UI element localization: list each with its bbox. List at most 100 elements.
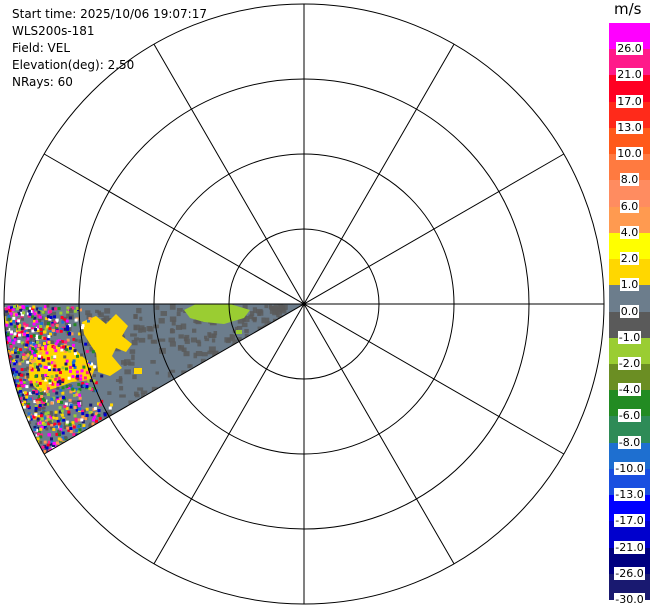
noise-cell (41, 421, 45, 425)
noise-cell (97, 413, 101, 417)
noise-cell (34, 349, 38, 353)
noise-cell (4, 307, 8, 311)
speckle (132, 374, 137, 380)
noise-cell (11, 371, 15, 375)
speckle (134, 393, 140, 398)
speckle (148, 326, 154, 332)
noise-cell (76, 306, 80, 310)
noise-cell (88, 361, 92, 365)
noise-cell (26, 417, 30, 421)
noise-cell (37, 356, 41, 360)
noise-cell (22, 306, 26, 310)
noise-cell (29, 380, 33, 384)
noise-cell (20, 384, 24, 388)
noise-cell (89, 362, 93, 366)
speckle (249, 311, 255, 317)
noise-cell (57, 344, 61, 348)
noise-cell (76, 377, 80, 381)
noise-cell (38, 401, 42, 405)
noise-cell (12, 389, 16, 393)
noise-cell (9, 319, 13, 323)
green-patch (184, 304, 250, 324)
noise-cell (41, 374, 45, 378)
colorbar-label: -13.0 (614, 488, 645, 502)
speckle (251, 316, 257, 321)
noise-cell (25, 323, 29, 327)
noise-cell (36, 307, 40, 311)
noise-cell (60, 327, 64, 331)
noise-cell (61, 320, 65, 324)
noise-cell (97, 408, 101, 412)
noise-cell (68, 331, 72, 335)
speckle (119, 386, 124, 391)
noise-cell (74, 338, 78, 342)
noise-cell (19, 358, 23, 362)
noise-cell (30, 360, 34, 364)
noise-cell (45, 317, 49, 321)
noise-cell (48, 332, 52, 336)
noise-cell (35, 326, 39, 330)
speckle (169, 316, 177, 322)
noise-cell (30, 367, 34, 371)
noise-cell (23, 397, 27, 401)
noise-cell (17, 340, 21, 344)
noise-cell (43, 307, 47, 311)
noise-cell (28, 366, 32, 370)
speckle (128, 361, 135, 366)
noise-cell (21, 415, 25, 419)
speckle (92, 367, 98, 371)
noise-cell (35, 320, 39, 324)
colorbar-label: -1.0 (617, 330, 642, 344)
noise-cell (28, 421, 32, 425)
noise-cell (42, 392, 46, 396)
start-time-label: Start time: 2025/10/06 19:07:17 (12, 7, 207, 21)
noise-cell (72, 359, 76, 363)
speckle (150, 359, 156, 364)
noise-cell (45, 351, 49, 355)
speckle (181, 347, 187, 352)
noise-cell (39, 435, 43, 439)
ppi-plot (3, 3, 605, 605)
speckle (141, 392, 146, 398)
noise-cell (41, 376, 45, 380)
noise-cell (39, 351, 43, 355)
speckle (212, 351, 219, 356)
noise-cell (38, 354, 42, 358)
noise-cell (22, 343, 26, 347)
noise-cell (73, 323, 77, 327)
noise-cell (41, 445, 45, 449)
noise-cell (41, 336, 45, 340)
noise-cell (86, 319, 90, 323)
noise-cell (54, 307, 58, 311)
noise-cell (20, 403, 24, 407)
noise-cell (69, 308, 73, 312)
noise-cell (65, 384, 69, 388)
noise-cell (29, 432, 33, 436)
speckle (169, 341, 176, 347)
noise-cell (27, 309, 31, 313)
noise-cell (47, 340, 51, 344)
noise-cell (31, 329, 35, 333)
noise-cell (16, 375, 20, 379)
noise-cell (14, 383, 18, 387)
noise-cell (43, 425, 47, 429)
noise-cell (88, 367, 92, 371)
noise-cell (53, 320, 57, 324)
noise-cell (58, 397, 62, 401)
noise-cell (54, 349, 58, 353)
noise-cell (23, 324, 27, 328)
speckle (211, 338, 216, 343)
noise-cell (24, 375, 28, 379)
noise-cell (76, 374, 80, 378)
noise-cell (58, 379, 62, 383)
noise-cell (68, 365, 72, 369)
noise-cell (49, 315, 53, 319)
noise-cell (35, 428, 39, 432)
speckle (97, 310, 102, 315)
noise-cell (39, 364, 43, 368)
noise-cell (15, 370, 19, 374)
speckle (244, 333, 249, 337)
noise-cell (81, 432, 85, 436)
noise-cell (59, 427, 63, 431)
speckle (128, 400, 136, 405)
